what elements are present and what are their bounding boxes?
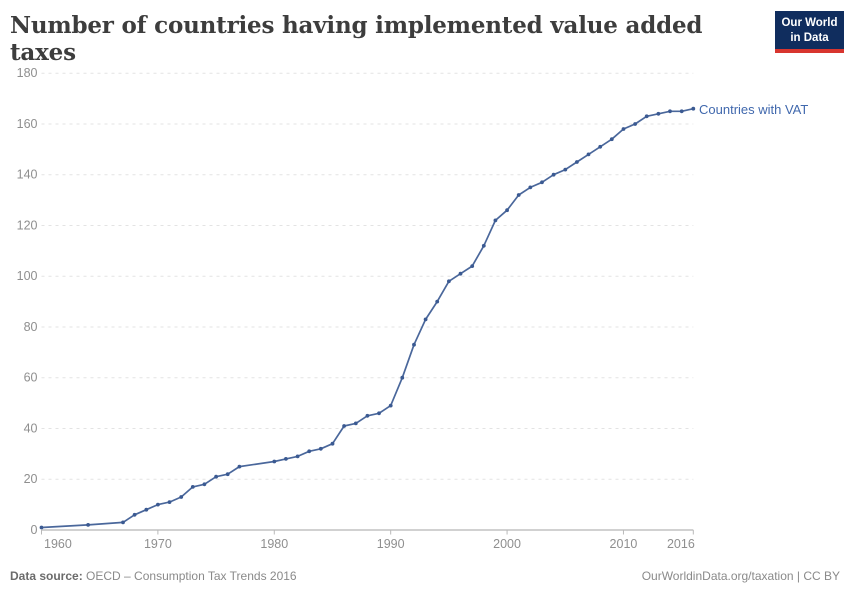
series-line[interactable]	[40, 107, 695, 529]
y-tick-label: 0	[31, 523, 38, 537]
data-point[interactable]	[365, 413, 370, 418]
data-point[interactable]	[633, 122, 637, 126]
y-tick-label: 140	[17, 168, 38, 182]
data-point[interactable]	[609, 137, 614, 142]
owid-logo: Our World in Data	[775, 11, 844, 53]
data-point[interactable]	[412, 342, 416, 347]
data-point[interactable]	[86, 523, 90, 527]
data-point[interactable]	[342, 424, 346, 428]
data-point[interactable]	[656, 111, 661, 116]
data-point[interactable]	[691, 106, 696, 111]
data-point[interactable]	[190, 485, 195, 489]
x-tick-label: 1960	[44, 537, 72, 551]
x-tick-label: 2010	[610, 537, 638, 551]
y-tick-label: 80	[24, 320, 38, 334]
x-tick-label: 1980	[260, 537, 288, 551]
data-point[interactable]	[435, 299, 440, 304]
y-tick-label: 160	[17, 117, 38, 131]
data-point[interactable]	[668, 109, 672, 114]
y-tick-label: 100	[17, 269, 38, 283]
owid-logo-line2: in Data	[790, 32, 829, 44]
data-point[interactable]	[272, 459, 277, 464]
data-source-value: OECD – Consumption Tax Trends 2016	[86, 569, 297, 583]
credit-link[interactable]: OurWorldinData.org/taxation | CC BY	[641, 569, 840, 583]
x-tick-label: 2016	[667, 537, 695, 551]
data-point[interactable]	[284, 457, 288, 461]
y-tick-label: 20	[24, 472, 38, 486]
data-point[interactable]	[540, 180, 544, 185]
data-point[interactable]	[307, 449, 312, 454]
x-tick-label: 1990	[377, 537, 405, 551]
data-point[interactable]	[144, 507, 149, 512]
chart-title: Number of countries having implemented v…	[10, 12, 703, 66]
data-point[interactable]	[353, 421, 358, 426]
y-tick-label: 180	[17, 66, 38, 80]
data-point[interactable]	[132, 512, 137, 517]
x-tick-label: 2000	[493, 537, 521, 551]
data-point[interactable]	[214, 474, 219, 479]
data-point[interactable]	[400, 375, 405, 380]
data-point[interactable]	[423, 317, 428, 322]
data-point[interactable]	[167, 500, 172, 504]
data-point[interactable]	[156, 502, 160, 507]
data-point[interactable]	[121, 520, 125, 525]
y-tick-label: 40	[24, 421, 38, 435]
data-point[interactable]	[318, 446, 323, 451]
data-source-label: Data source:	[10, 569, 83, 583]
data-point[interactable]	[481, 243, 486, 248]
data-point[interactable]	[528, 185, 533, 190]
data-point[interactable]	[505, 208, 509, 213]
data-point[interactable]	[516, 193, 521, 197]
data-point[interactable]	[179, 495, 184, 499]
owid-logo-red-bar	[775, 49, 844, 53]
legend-label: Countries with VAT	[699, 102, 809, 117]
data-point[interactable]	[295, 454, 300, 459]
data-point[interactable]	[470, 264, 475, 268]
owid-logo-line1: Our World	[781, 17, 838, 29]
data-point[interactable]	[586, 152, 591, 157]
data-point[interactable]	[493, 218, 498, 223]
data-point[interactable]	[202, 482, 207, 487]
owid-logo-box: Our World in Data	[775, 11, 844, 49]
data-point[interactable]	[225, 472, 230, 477]
y-tick-label: 120	[17, 218, 38, 232]
x-tick-label: 1970	[144, 537, 172, 551]
chart-footer: Data source: OECD – Consumption Tax Tren…	[10, 569, 840, 583]
data-source: Data source: OECD – Consumption Tax Tren…	[10, 569, 297, 583]
data-point[interactable]	[447, 279, 451, 284]
data-point[interactable]	[598, 144, 603, 149]
data-point[interactable]	[621, 127, 626, 131]
data-point[interactable]	[563, 167, 568, 172]
data-point[interactable]	[388, 403, 393, 408]
y-tick-label: 60	[24, 371, 38, 385]
data-point[interactable]	[458, 271, 463, 276]
data-point[interactable]	[330, 441, 335, 446]
data-point[interactable]	[39, 525, 44, 530]
data-point[interactable]	[377, 411, 381, 416]
data-point[interactable]	[679, 109, 684, 114]
data-point[interactable]	[644, 114, 649, 119]
data-point[interactable]	[237, 464, 242, 469]
data-point[interactable]	[575, 160, 579, 164]
data-point[interactable]	[551, 172, 556, 177]
